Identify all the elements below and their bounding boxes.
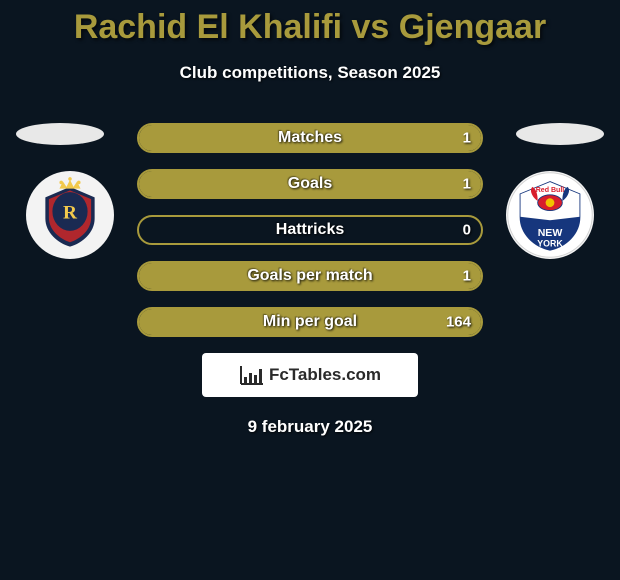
stat-value-right: 1: [463, 130, 471, 147]
stat-row: Min per goal 164: [137, 307, 483, 337]
svg-text:Red Bull: Red Bull: [536, 187, 565, 194]
subtitle: Club competitions, Season 2025: [0, 63, 620, 83]
stat-label: Matches: [278, 129, 342, 147]
stat-row: Goals 1: [137, 169, 483, 199]
brand-chart-icon: [239, 364, 265, 386]
stat-value-right: 0: [463, 222, 471, 239]
brand-label: FcTables.com: [269, 365, 381, 385]
stat-value-right: 1: [463, 268, 471, 285]
svg-text:R: R: [63, 203, 78, 224]
stats-list: Matches 1 Goals 1 Hattricks 0 Goals per match 1…: [137, 123, 483, 337]
player-ellipse-left: [16, 123, 104, 145]
comparison-panel: R NEW YORK Red Bull Matches 1 Goals 1 Hattri…: [0, 123, 620, 437]
stat-row: Goals per match 1: [137, 261, 483, 291]
team-badge-left: R: [26, 171, 114, 259]
stat-row: Hattricks 0: [137, 215, 483, 245]
stat-label: Goals per match: [247, 267, 372, 285]
stat-value-right: 1: [463, 176, 471, 193]
date-label: 9 february 2025: [0, 417, 620, 437]
svg-text:NEW: NEW: [538, 227, 563, 239]
stat-label: Goals: [288, 175, 332, 193]
brand-box[interactable]: FcTables.com: [202, 353, 418, 397]
stat-label: Min per goal: [263, 313, 357, 331]
stat-label: Hattricks: [276, 221, 344, 239]
team-badge-right: NEW YORK Red Bull: [506, 171, 594, 259]
page-title: Rachid El Khalifi vs Gjengaar: [0, 0, 620, 47]
stat-value-right: 164: [446, 314, 471, 331]
svg-text:YORK: YORK: [537, 239, 563, 249]
stat-row: Matches 1: [137, 123, 483, 153]
player-ellipse-right: [516, 123, 604, 145]
